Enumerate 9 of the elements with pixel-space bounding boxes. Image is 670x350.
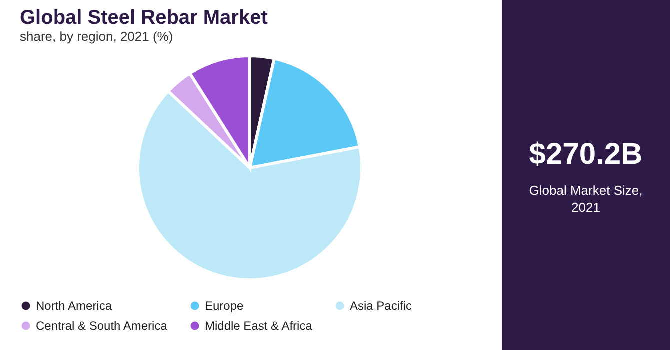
legend-label: Middle East & Africa <box>205 319 313 333</box>
legend-label: Central & South America <box>36 319 168 333</box>
text: Global Market Size, 2021 <box>528 182 644 216</box>
legend-label: Asia Pacific <box>350 299 412 313</box>
chart-title: Global Steel Rebar Market <box>20 7 268 29</box>
chart-subtitle: share, by region, 2021 (%) <box>20 29 174 44</box>
text: $270.2B <box>528 138 644 172</box>
legend-label: North America <box>36 299 112 313</box>
legend-label: Europe <box>205 299 244 313</box>
